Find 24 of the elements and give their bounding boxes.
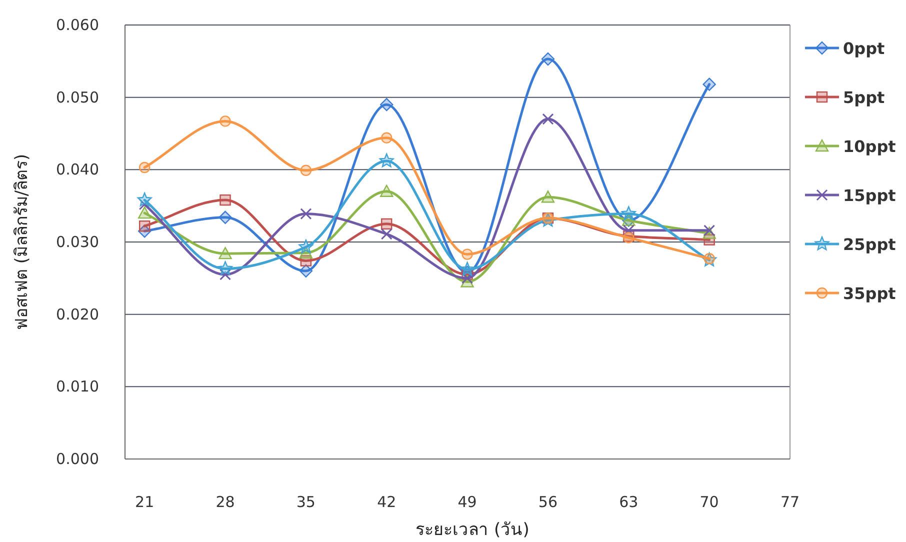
y-tick-label: 0.020	[56, 305, 99, 324]
x-tick-label: 77	[780, 493, 800, 511]
legend-label: 15ppt	[843, 186, 896, 205]
x-tick-label: 49	[458, 493, 477, 511]
x-tick-label: 42	[377, 493, 396, 511]
x-tick-label: 56	[538, 493, 558, 511]
x-tick-label: 28	[216, 493, 235, 511]
y-axis-title: ฟอสเฟต (มิลลิกรัม/ลิตร)	[12, 154, 32, 330]
legend-label: 5ppt	[843, 88, 886, 107]
y-tick-label: 0.010	[56, 378, 99, 396]
x-tick-label: 35	[296, 493, 316, 511]
x-tick-label: 21	[135, 493, 154, 511]
legend-label: 25ppt	[843, 235, 896, 254]
legend-label: 0ppt	[843, 39, 886, 58]
y-tick-label: 0.000	[56, 450, 99, 468]
y-tick-label: 0.030	[56, 233, 99, 251]
y-tick-label: 0.040	[56, 160, 99, 179]
legend-label: 35ppt	[843, 284, 896, 303]
legend-label: 10ppt	[843, 137, 896, 156]
x-tick-label: 70	[700, 493, 719, 511]
x-tick-label: 63	[619, 493, 638, 511]
y-tick-label: 0.060	[56, 16, 99, 34]
y-tick-label: 0.050	[56, 88, 99, 106]
x-axis-title: ระยะเวลา (วัน)	[416, 520, 530, 540]
